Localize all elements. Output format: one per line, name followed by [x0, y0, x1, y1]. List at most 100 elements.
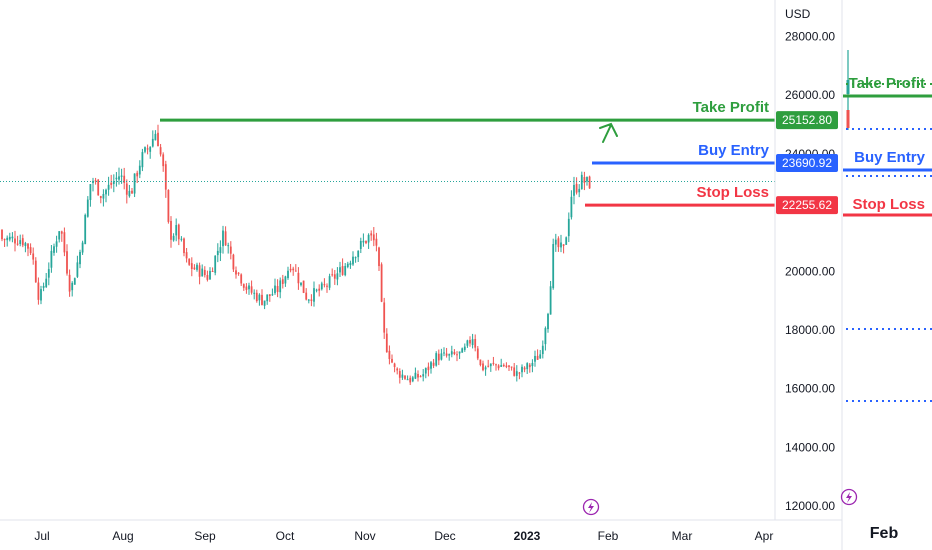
side-candle-body — [846, 80, 850, 94]
candle-body — [149, 146, 152, 152]
stop-loss-label: Stop Loss — [696, 184, 769, 201]
candle-body — [328, 276, 331, 288]
candle-body — [406, 379, 409, 381]
candle-body — [190, 263, 193, 269]
side-stop-loss-label: Stop Loss — [852, 196, 925, 213]
candle-body — [409, 377, 412, 383]
candle-body — [466, 340, 469, 346]
candle-body — [378, 247, 380, 267]
candle-body — [29, 247, 32, 254]
stop-loss-price-value: 22255.62 — [782, 198, 832, 212]
candle-body — [398, 371, 401, 378]
candle-body — [300, 282, 302, 286]
candle-body — [474, 339, 477, 348]
candle-body — [580, 174, 583, 190]
candle-body — [279, 280, 282, 293]
candle-body — [141, 152, 144, 168]
candle-body — [528, 364, 531, 368]
candle-body — [393, 363, 396, 368]
side-lightning-icon[interactable] — [840, 488, 858, 506]
candle-body — [229, 246, 232, 254]
candle-body — [219, 247, 222, 253]
candle-body — [45, 278, 48, 288]
candle-body — [573, 184, 575, 196]
candle-body — [544, 328, 547, 345]
candle-body — [534, 355, 536, 362]
candle-body — [367, 234, 370, 243]
candle-body — [268, 294, 271, 297]
candle-body — [201, 268, 204, 277]
candle-body — [380, 264, 383, 302]
candle-body — [578, 188, 581, 193]
candle-body — [206, 275, 209, 280]
x-tick-label: Apr — [755, 529, 774, 543]
candle-body — [305, 292, 308, 300]
candle-body — [357, 250, 360, 258]
candle-body — [123, 175, 126, 183]
candle-body — [445, 353, 448, 356]
candle-body — [107, 184, 110, 190]
candle-body — [196, 264, 198, 270]
y-tick-label: 12000.00 — [785, 499, 835, 513]
candle-body — [307, 299, 310, 301]
candle-body — [50, 250, 53, 268]
candle-body — [128, 190, 131, 197]
candle-body — [443, 352, 445, 354]
candle-body — [32, 253, 35, 260]
candle-body — [222, 230, 224, 247]
candle-body — [58, 231, 61, 240]
candle-body — [102, 193, 105, 199]
candle-body — [320, 283, 323, 290]
currency-label: USD — [785, 7, 811, 21]
candle-body — [482, 363, 484, 371]
y-tick-label: 26000.00 — [785, 88, 835, 102]
candle-body — [560, 242, 562, 248]
candle-body — [34, 260, 37, 283]
candle-body — [336, 273, 339, 280]
candle-body — [94, 180, 97, 182]
candle-body — [588, 176, 591, 189]
candle-body — [476, 348, 479, 359]
candle-body — [323, 284, 326, 286]
candle-body — [188, 258, 191, 265]
take-profit-price-value: 25152.80 — [782, 113, 832, 127]
x-tick-label: Nov — [354, 529, 375, 543]
candle-body — [505, 365, 508, 367]
candle-body — [250, 286, 253, 293]
candle-body — [437, 353, 440, 361]
candle-body — [6, 237, 9, 241]
candle-body — [162, 154, 165, 167]
candle-body — [365, 240, 367, 244]
candle-body — [419, 376, 422, 378]
candle-body — [541, 345, 544, 355]
x-tick-label: Aug — [112, 529, 133, 543]
candle-body — [440, 353, 443, 360]
candle-body — [375, 238, 378, 246]
candle-body — [1, 229, 3, 240]
arrow-up-icon — [599, 122, 618, 143]
candle-body — [362, 240, 365, 243]
x-tick-label: Feb — [598, 529, 619, 543]
candle-body — [461, 348, 464, 353]
candle-body — [159, 147, 162, 155]
candle-body — [383, 302, 386, 333]
candle-body — [521, 366, 523, 373]
candle-body — [120, 175, 123, 177]
candle-body — [539, 354, 542, 359]
lightning-icon[interactable] — [582, 498, 600, 516]
candle-body — [331, 274, 334, 276]
candle-body — [354, 257, 357, 259]
candle-body — [203, 269, 206, 276]
candle-body — [489, 363, 492, 367]
candle-body — [245, 286, 248, 290]
candle-body — [404, 375, 406, 379]
candle-body — [118, 176, 120, 180]
candle-body — [289, 268, 292, 271]
candle-body — [84, 214, 87, 245]
candle-body — [391, 358, 393, 363]
candle-body — [136, 172, 139, 177]
candle-body — [224, 231, 227, 246]
candle-body — [294, 270, 297, 272]
candle-body — [193, 267, 196, 270]
